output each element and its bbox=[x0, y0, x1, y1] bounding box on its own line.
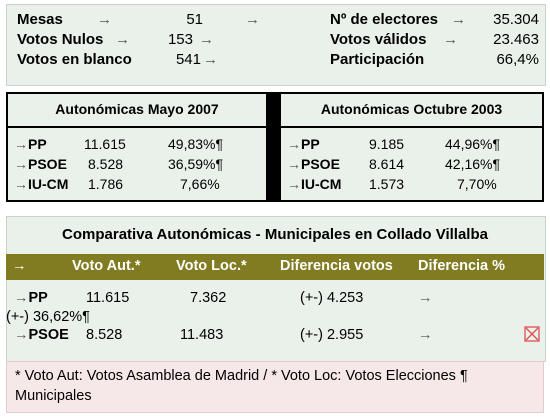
comparativa-title: Comparativa Autonómicas - Municipales en… bbox=[62, 226, 488, 243]
party-name: PP bbox=[28, 290, 48, 306]
tab-arrow: → bbox=[115, 31, 130, 48]
tab-arrow: → bbox=[203, 51, 218, 68]
tab-arrow: → bbox=[443, 31, 458, 48]
vote-count: 8.614 bbox=[369, 156, 405, 172]
mesas-value: 51 bbox=[186, 11, 203, 28]
electores-value: 35.304 bbox=[493, 11, 539, 28]
nulos-value: 153 bbox=[167, 31, 193, 48]
mesas-label: Mesas bbox=[17, 11, 63, 28]
party-name: IU-CM bbox=[28, 176, 69, 192]
tab-arrow: → bbox=[418, 290, 433, 306]
mayo-2007-panel: Autonómicas Mayo 2007 →PP 11.615 49,83%¶… bbox=[6, 92, 268, 202]
tab-arrow: → bbox=[199, 31, 214, 48]
vote-count: 11.615 bbox=[84, 136, 126, 152]
header-diferencia-votos: Diferencia votos bbox=[280, 258, 393, 274]
diferencia-pct-value: (+-) 36,62%¶ bbox=[6, 309, 90, 325]
party-name: PP bbox=[28, 136, 47, 152]
participacion-value: 66,4% bbox=[496, 51, 539, 68]
table-row: →PSOE bbox=[14, 156, 67, 172]
tab-arrow: → bbox=[12, 258, 27, 274]
octubre-2003-title: Autonómicas Octubre 2003 bbox=[281, 94, 542, 128]
table-row: →PP bbox=[14, 136, 47, 152]
comparativa-header-row: → Voto Aut.* Voto Loc.* Diferencia votos… bbox=[6, 254, 544, 280]
voto-aut-value: 11.615 bbox=[86, 290, 130, 306]
octubre-2003-panel: Autonómicas Octubre 2003 →PP 9.185 44,96… bbox=[279, 92, 544, 202]
tab-arrow: → bbox=[418, 327, 433, 343]
party-name: PP bbox=[301, 136, 320, 152]
validos-value: 23.463 bbox=[493, 31, 539, 48]
validos-label: Votos válidos bbox=[330, 31, 427, 48]
nulos-label: Votos Nulos bbox=[17, 31, 104, 48]
diferencia-votos-value: (+-) 2.955 bbox=[300, 327, 364, 343]
party-name: PSOE bbox=[28, 156, 67, 172]
vote-percent: 7,70% bbox=[457, 176, 497, 192]
electores-label: Nº de electores bbox=[330, 11, 439, 28]
tab-arrow: → bbox=[97, 11, 112, 28]
party-name: IU-CM bbox=[301, 176, 342, 192]
vote-percent: 44,96%¶ bbox=[445, 136, 501, 152]
vote-percent: 42,16%¶ bbox=[445, 156, 501, 172]
stats-panel: Mesas → 51 → Votos Nulos → 153 → Votos e… bbox=[6, 4, 546, 86]
tab-arrow: → bbox=[451, 11, 466, 28]
header-voto-loc: Voto Loc.* bbox=[176, 258, 247, 274]
vote-count: 8.528 bbox=[88, 156, 124, 172]
vote-percent: 36,59%¶ bbox=[168, 156, 224, 172]
comparativa-panel bbox=[6, 216, 546, 362]
missing-image-icon bbox=[524, 326, 540, 342]
footnote-text: * Voto Aut: Votos Asamblea de Madrid / *… bbox=[15, 368, 468, 404]
panel-separator bbox=[266, 92, 279, 202]
table-row: →PSOE bbox=[14, 327, 69, 343]
vote-percent: 49,83%¶ bbox=[168, 136, 224, 152]
blanco-label: Votos en blanco bbox=[17, 51, 132, 68]
participacion-label: Participación bbox=[330, 51, 425, 68]
vote-count: 9.185 bbox=[369, 136, 405, 152]
blanco-value: 541 bbox=[175, 51, 201, 68]
voto-aut-value: 8.528 bbox=[86, 327, 123, 343]
voto-loc-value: 11.483 bbox=[180, 327, 224, 343]
vote-percent: 7,66% bbox=[180, 176, 220, 192]
tab-arrow: → bbox=[245, 11, 260, 28]
table-row: →IU-CM bbox=[14, 176, 69, 192]
table-row: →PP bbox=[14, 290, 48, 306]
header-voto-aut: Voto Aut.* bbox=[72, 258, 141, 274]
party-name: PSOE bbox=[28, 327, 69, 343]
party-name: PSOE bbox=[301, 156, 340, 172]
diferencia-votos-value: (+-) 4.253 bbox=[300, 290, 364, 306]
table-row: →PP bbox=[287, 136, 320, 152]
voto-loc-value: 7.362 bbox=[190, 290, 227, 306]
mayo-2007-title: Autonómicas Mayo 2007 bbox=[8, 94, 266, 128]
header-diferencia-pct: Diferencia % bbox=[418, 258, 506, 274]
table-row: →PSOE bbox=[287, 156, 340, 172]
vote-count: 1.786 bbox=[88, 176, 124, 192]
table-row: →IU-CM bbox=[287, 176, 342, 192]
vote-count: 1.573 bbox=[369, 176, 405, 192]
footnote-box: * Voto Aut: Votos Asamblea de Madrid / *… bbox=[6, 361, 544, 413]
